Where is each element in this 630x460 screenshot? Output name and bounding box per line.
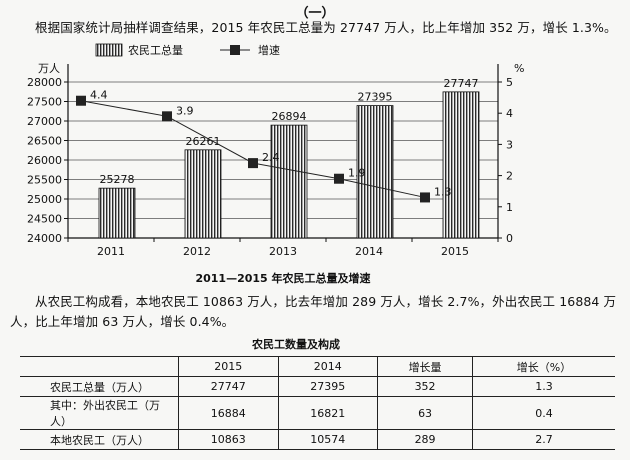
bar-value-label: 26261 [186, 135, 221, 148]
y2-axis-label: % [514, 62, 524, 75]
x-tick-label: 2011 [97, 245, 125, 258]
y2-tick-label: 5 [506, 76, 513, 89]
y-tick-label: 26000 [27, 154, 62, 167]
table-cell: 16821 [278, 396, 379, 430]
table-cell: 27395 [278, 376, 379, 397]
x-tick-label: 2013 [269, 245, 297, 258]
y-tick-label: 27000 [27, 115, 62, 128]
x-tick-label: 2015 [441, 245, 469, 258]
legend-line-label: 增速 [258, 43, 280, 57]
growth-value-label: 2.4 [262, 151, 280, 164]
table-header-cell [20, 356, 179, 377]
table-cell: 63 [377, 396, 474, 430]
growth-value-label: 1.9 [348, 167, 366, 180]
table-row: 其中：外出农民工（万人） 16884 16821 63 0.4 [20, 396, 615, 430]
table-cell: 10863 [178, 429, 279, 450]
chart: 24000 24500 25000 25500 26000 26500 27000 27500… [27, 43, 524, 285]
bar-value-label: 25278 [100, 173, 135, 186]
growth-marker [420, 192, 430, 203]
y-tick-label: 25000 [27, 193, 62, 206]
legend-bar-swatch [95, 43, 123, 57]
y-tick-label: 28000 [27, 76, 62, 89]
table-header-row: 2015 2014 增长量 增长（%） [20, 356, 615, 377]
x-tick-label: 2014 [355, 245, 383, 258]
table-cell: 16884 [178, 396, 279, 430]
bar-value-label: 26894 [272, 110, 307, 123]
table-cell: 其中：外出农民工（万人） [20, 396, 179, 430]
bar [270, 124, 308, 239]
y2-tick-label: 0 [506, 232, 513, 245]
bar [184, 149, 222, 239]
paragraph-composition: 从农民工构成看，本地农民工 10863 万人，比去年增加 289 万人，增长 2… [10, 294, 617, 329]
chart-title: 2011—2015 年农民工总量及增速 [195, 271, 370, 285]
section-title: （一） [295, 6, 335, 21]
y-tick-label: 24500 [27, 213, 62, 226]
table-cell: 0.4 [472, 396, 615, 430]
growth-value-label: 4.4 [90, 89, 108, 102]
y-tick-label: 25500 [27, 174, 62, 187]
legend-line-marker [230, 45, 240, 55]
y-tick-label: 24000 [27, 232, 62, 245]
table-cell: 1.3 [472, 376, 615, 397]
y2-tick-label: 2 [506, 170, 513, 183]
y-tick-label: 27500 [27, 96, 62, 109]
bar [442, 91, 480, 239]
bar [356, 105, 394, 239]
growth-value-label: 3.9 [176, 104, 194, 117]
bar-value-label: 27395 [358, 91, 393, 104]
paragraph-total: 根据国家统计局抽样调查结果，2015 年农民工总量为 27747 万人，比上年增… [35, 20, 617, 35]
growth-marker [162, 111, 172, 122]
table-header-cell: 2015 [178, 356, 279, 377]
table-cell: 289 [377, 429, 474, 450]
table-cell: 农民工总量（万人） [20, 376, 179, 397]
table-header-cell: 增长量 [377, 356, 474, 377]
growth-marker [334, 173, 344, 184]
table-cell: 27747 [178, 376, 279, 397]
y-tick-label: 26500 [27, 135, 62, 148]
table-cell: 本地农民工（万人） [20, 429, 179, 450]
table-header-cell: 增长（%） [472, 356, 615, 377]
y-axis-label: 万人 [38, 62, 60, 75]
table-cell: 10574 [278, 429, 379, 450]
growth-marker [248, 158, 258, 169]
y2-tick-label: 1 [506, 201, 513, 214]
bar [98, 187, 136, 239]
table-row: 农民工总量（万人） 27747 27395 352 1.3 [20, 376, 615, 397]
growth-marker [76, 95, 86, 106]
x-tick-label: 2012 [183, 245, 211, 258]
table-header-cell: 2014 [278, 356, 379, 377]
table-cell: 352 [377, 376, 474, 397]
table-row: 本地农民工（万人） 10863 10574 289 2.7 [20, 429, 615, 450]
growth-value-label: 1.3 [434, 185, 452, 198]
legend-bar-label: 农民工总量 [128, 43, 183, 57]
bar-value-label: 27747 [444, 77, 479, 90]
composition-table: 2015 2014 增长量 增长（%） 农民工总量（万人） 27747 2739… [20, 356, 615, 450]
table-cell: 2.7 [472, 429, 615, 450]
table-title: 农民工数量及构成 [252, 338, 340, 351]
y2-tick-label: 4 [506, 107, 513, 120]
y2-tick-label: 3 [506, 138, 513, 151]
